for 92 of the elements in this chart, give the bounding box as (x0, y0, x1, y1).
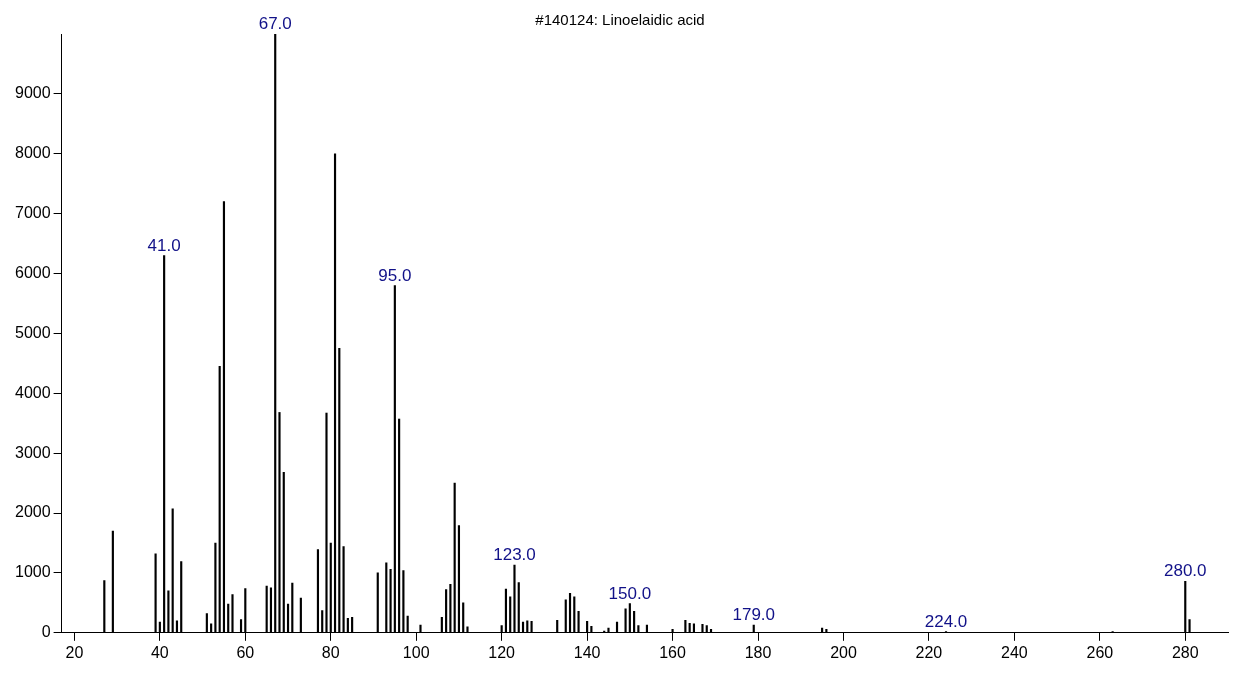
bar (205, 613, 208, 633)
bar (214, 542, 217, 633)
annotation: 150.0 (608, 583, 652, 603)
bar (466, 626, 469, 633)
bar (453, 482, 456, 633)
bar (171, 508, 174, 633)
bar (385, 562, 388, 633)
chart-title: #140124: Linoelaidic acid (535, 11, 705, 29)
bar (231, 594, 234, 633)
bar (376, 572, 379, 633)
bar (278, 412, 281, 633)
bar (701, 624, 704, 633)
bar (389, 569, 392, 633)
bar (333, 153, 337, 633)
bar (346, 618, 349, 633)
bar (265, 585, 268, 633)
x-tick-label: 140 (573, 643, 601, 661)
x-tick-label: 120 (488, 643, 516, 661)
bar (210, 623, 213, 633)
annotation: 179.0 (732, 605, 776, 625)
bar (607, 627, 610, 633)
bar (175, 620, 179, 633)
bar (457, 525, 461, 633)
bar (564, 599, 567, 633)
bar (526, 620, 529, 633)
y-tick-label: 0 (41, 623, 51, 641)
x-tick-label: 40 (150, 643, 169, 661)
annotation: 123.0 (493, 545, 536, 565)
bar (577, 610, 580, 633)
x-tick-label: 160 (659, 643, 687, 661)
bar (692, 623, 696, 633)
bar (239, 619, 243, 633)
x-tick-label: 240 (1001, 643, 1028, 661)
bar (517, 582, 520, 633)
y-tick-label: 5000 (15, 323, 51, 341)
x-tick-label: 220 (915, 643, 943, 661)
bar (111, 530, 114, 633)
bar (325, 412, 328, 633)
y-tick-label: 8000 (15, 144, 51, 162)
bar (398, 418, 401, 633)
y-tick-label: 9000 (15, 84, 51, 102)
annotation: 41.0 (147, 235, 181, 255)
y-tick-label: 7000 (15, 204, 51, 222)
x-tick-label: 60 (236, 643, 255, 661)
x-tick-label: 200 (830, 643, 857, 661)
bar (180, 561, 183, 633)
bar (299, 597, 302, 633)
bar (291, 582, 294, 633)
bar (218, 366, 221, 633)
bar (316, 549, 320, 633)
bar (269, 587, 273, 633)
bar (227, 603, 230, 633)
bar (321, 610, 324, 633)
x-tick-label: 280 (1171, 643, 1199, 661)
bar (445, 589, 448, 633)
bar (163, 255, 166, 633)
bar (286, 603, 290, 633)
x-tick-label: 20 (65, 643, 84, 661)
annotation: 224.0 (924, 611, 968, 631)
bar (282, 471, 285, 633)
bar (402, 570, 405, 633)
annotation: 95.0 (378, 265, 412, 285)
bar (1188, 619, 1191, 633)
y-tick-label: 4000 (15, 383, 51, 401)
y-tick-label: 2000 (15, 503, 51, 521)
x-tick-label: 100 (402, 643, 430, 661)
bar (103, 580, 106, 633)
bar (449, 583, 452, 633)
bar (419, 624, 422, 633)
bar (530, 621, 533, 633)
bar (393, 285, 396, 633)
y-tick-label: 6000 (15, 263, 51, 281)
bar (573, 596, 576, 633)
x-tick-label: 260 (1086, 643, 1114, 661)
bar (274, 34, 277, 633)
annotation: 67.0 (258, 14, 292, 34)
bar (338, 348, 341, 633)
bar (624, 608, 627, 633)
y-tick-label: 3000 (15, 443, 51, 461)
bar (167, 590, 170, 633)
bar (342, 546, 345, 633)
annotation: 280.0 (1164, 561, 1207, 581)
y-tick-label: 1000 (15, 563, 51, 581)
bar (513, 564, 516, 633)
bar (509, 596, 512, 633)
bar (568, 592, 572, 633)
x-tick-label: 80 (321, 643, 340, 661)
bar (154, 553, 157, 633)
bar (628, 603, 631, 633)
bar (504, 588, 508, 633)
bar (222, 201, 226, 633)
x-tick-label: 180 (744, 643, 772, 661)
